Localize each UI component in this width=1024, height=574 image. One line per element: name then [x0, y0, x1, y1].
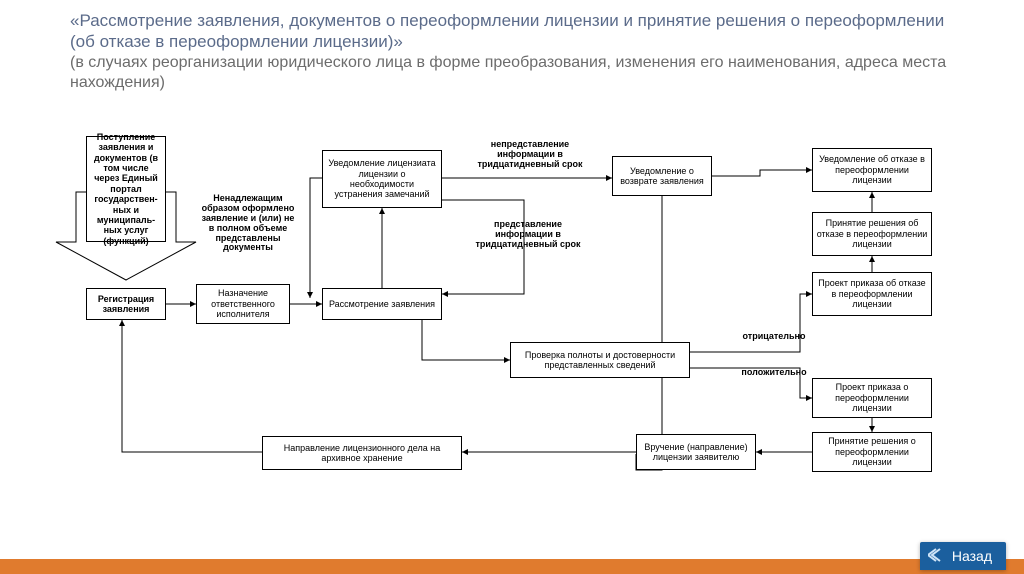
page-title: «Рассмотрение заявления, документов о пе…	[70, 10, 954, 53]
label-l5: положительно	[732, 368, 816, 378]
label-l4: отрицательно	[734, 332, 814, 342]
label-l2: непредставление информации в тридцатидне…	[470, 140, 590, 170]
node-n11: Проект приказа о переоформлении лицензии	[812, 378, 932, 418]
node-n3: Назначение ответственного исполнителя	[196, 284, 290, 324]
footer-bar	[0, 559, 1024, 574]
node-n12: Принятие решения о переоформлении лиценз…	[812, 432, 932, 472]
node-n6: Уведомление о возврате заявления	[612, 156, 712, 196]
node-n8: Принятие решения об отказе в переоформле…	[812, 212, 932, 256]
chevron-left-icon	[928, 548, 946, 565]
node-n9: Проект приказа об отказе в переоформлени…	[812, 272, 932, 316]
node-n13: Вручение (направление) лицензии заявител…	[636, 434, 756, 470]
label-l1: Ненадлежащим образом оформлено заявление…	[198, 194, 298, 253]
node-n5: Уведомление лицензиата лицензии о необхо…	[322, 150, 442, 208]
flowchart: Поступление заявления и документов (в то…	[0, 120, 1024, 540]
label-l3: представление информации в тридцатидневн…	[468, 220, 588, 250]
node-n1: Поступление заявления и документов (в то…	[86, 136, 166, 242]
node-n10: Проверка полноты и достоверности предста…	[510, 342, 690, 378]
page-subtitle: (в случаях реорганизации юридического ли…	[70, 53, 954, 93]
node-n14: Направление лицензионного дела на архивн…	[262, 436, 462, 470]
node-n2: Регистрация заявления	[86, 288, 166, 320]
node-n7: Уведомление об отказе в переоформлении л…	[812, 148, 932, 192]
node-n4: Рассмотрение заявления	[322, 288, 442, 320]
back-button[interactable]: Назад	[920, 542, 1006, 570]
back-button-label: Назад	[952, 548, 992, 564]
